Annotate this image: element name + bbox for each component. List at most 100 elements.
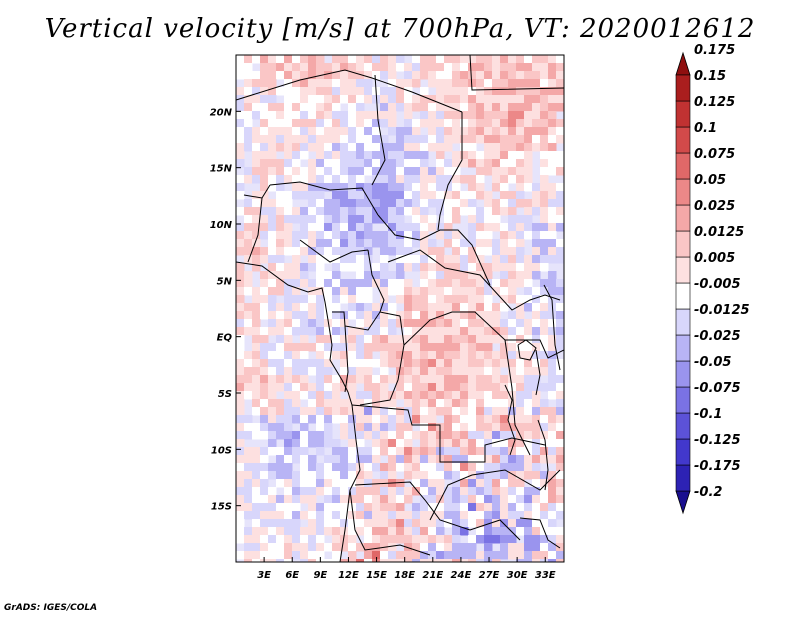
field-cell [268, 447, 277, 456]
field-cell [348, 359, 357, 368]
field-cell [340, 239, 349, 248]
field-cell [540, 199, 549, 208]
field-cell [492, 335, 501, 344]
field-cell [532, 127, 541, 136]
field-cell [532, 295, 541, 304]
field-cell [356, 351, 365, 360]
field-cell [420, 447, 429, 456]
field-cell [348, 263, 357, 272]
field-cell [556, 151, 564, 160]
field-cell [500, 471, 509, 480]
field-cell [260, 199, 269, 208]
border-line [437, 112, 463, 231]
field-cell [252, 375, 261, 384]
field-cell [492, 311, 501, 320]
field-cell [340, 295, 349, 304]
field-cell [468, 103, 477, 112]
field-cell [324, 407, 333, 416]
field-cell [308, 383, 317, 392]
field-cell [356, 519, 365, 528]
field-cell [428, 535, 437, 544]
field-cell [540, 351, 549, 360]
field-cell [260, 399, 269, 408]
field-cell [468, 175, 477, 184]
field-cell [300, 463, 309, 472]
field-cell [356, 391, 365, 400]
field-cell [476, 431, 485, 440]
field-cell [396, 199, 405, 208]
field-cell [492, 167, 501, 176]
field-cell [428, 359, 437, 368]
field-cell [452, 135, 461, 144]
field-cell [308, 519, 317, 528]
field-cell [548, 159, 557, 168]
field-cell [260, 95, 269, 104]
field-cell [428, 191, 437, 200]
grads-credit: GrADS: IGES/COLA [4, 603, 98, 613]
field-cell [468, 559, 477, 562]
field-cell [236, 135, 245, 144]
lon-tick-label: 30E [507, 570, 528, 581]
field-cell [524, 271, 533, 280]
field-cell [308, 327, 317, 336]
field-cell [428, 479, 437, 488]
field-cell [492, 375, 501, 384]
field-cell [436, 327, 445, 336]
field-cell [268, 431, 277, 440]
field-cell [460, 367, 469, 376]
field-cell [516, 119, 525, 128]
field-cell [532, 543, 541, 552]
field-cell [372, 127, 381, 136]
field-cell [556, 215, 564, 224]
field-cell [276, 495, 285, 504]
field-cell [332, 463, 341, 472]
field-cell [268, 407, 277, 416]
field-cell [412, 415, 421, 424]
field-cell [524, 207, 533, 216]
field-cell [332, 383, 341, 392]
field-cell [324, 455, 333, 464]
field-cell [516, 111, 525, 120]
field-cell [244, 511, 253, 520]
field-cell [340, 199, 349, 208]
field-cell [492, 487, 501, 496]
field-cell [372, 447, 381, 456]
field-cell [492, 183, 501, 192]
field-cell [252, 471, 261, 480]
field-cell [292, 407, 301, 416]
field-cell [492, 447, 501, 456]
field-cell [428, 95, 437, 104]
field-cell [492, 87, 501, 96]
field-cell [532, 247, 541, 256]
field-cell [284, 55, 293, 64]
field-cell [276, 279, 285, 288]
field-cell [236, 551, 245, 560]
field-cell [468, 535, 477, 544]
field-cell [340, 503, 349, 512]
field-cell [364, 551, 373, 560]
field-cell [404, 439, 413, 448]
field-cell [332, 159, 341, 168]
field-cell [252, 135, 261, 144]
field-cell [452, 255, 461, 264]
field-cell [548, 383, 557, 392]
field-cell [364, 111, 373, 120]
colorbar-label: -0.0125 [694, 303, 750, 318]
field-cell [436, 367, 445, 376]
field-cell [276, 471, 285, 480]
field-cell [244, 543, 253, 552]
field-cell [468, 335, 477, 344]
field-cell [268, 487, 277, 496]
field-cell [340, 79, 349, 88]
field-cell [420, 151, 429, 160]
field-cell [444, 503, 453, 512]
field-cell [388, 223, 397, 232]
field-cell [236, 63, 245, 72]
field-cell [484, 127, 493, 136]
field-cell [284, 511, 293, 520]
field-cell [284, 559, 293, 562]
field-cell [524, 503, 533, 512]
field-cell [556, 71, 564, 80]
field-cell [508, 423, 517, 432]
field-cell [548, 367, 557, 376]
